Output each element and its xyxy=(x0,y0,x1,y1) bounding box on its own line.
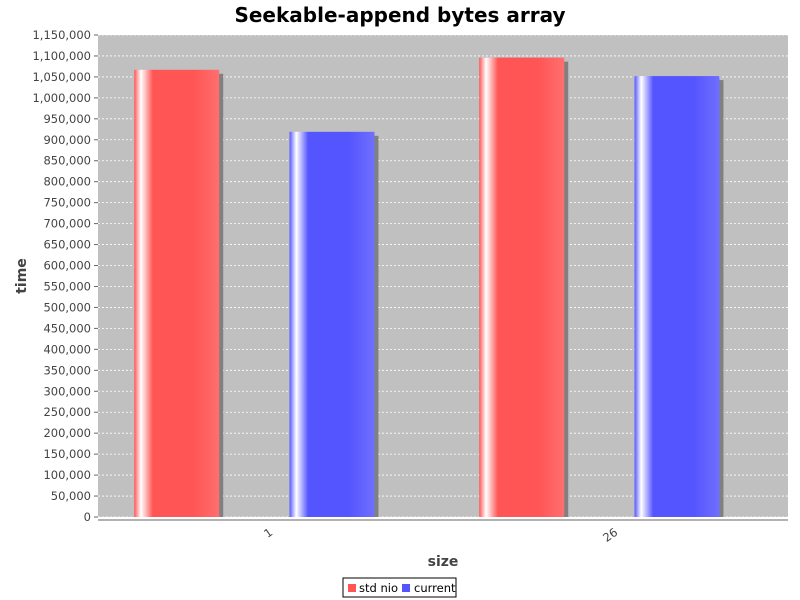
y-tick-label: 350,000 xyxy=(43,363,91,377)
bar-std-nio-1 xyxy=(134,69,220,517)
legend-label-std-nio: std nio xyxy=(359,581,398,595)
chart-title: Seekable-append bytes array xyxy=(234,3,565,27)
y-tick-label: 1,100,000 xyxy=(32,49,91,63)
y-tick-label: 1,150,000 xyxy=(32,28,91,42)
legend-box xyxy=(342,577,457,598)
y-tick-label: 400,000 xyxy=(43,342,91,356)
legend-swatch-std-nio xyxy=(348,584,356,592)
x-axis-label: size xyxy=(428,554,459,570)
y-tick-label: 200,000 xyxy=(43,426,91,440)
y-axis-ticks: 0 50,000 100,000 150,000 200,000 250,000 300,0… xyxy=(32,28,98,524)
y-tick-label: 750,000 xyxy=(43,196,91,210)
y-tick-label: 650,000 xyxy=(43,238,91,252)
y-tick-label: 800,000 xyxy=(43,175,91,189)
y-tick-label: 450,000 xyxy=(43,321,91,335)
y-tick-label: 50,000 xyxy=(51,489,91,503)
x-tick-label: 26 xyxy=(600,525,620,545)
y-tick-label: 250,000 xyxy=(43,405,91,419)
bar-current-1 xyxy=(289,131,375,517)
y-tick-label: 150,000 xyxy=(43,447,91,461)
y-tick-label: 950,000 xyxy=(43,112,91,126)
y-axis-label: time xyxy=(14,258,30,294)
y-tick-label: 1,000,000 xyxy=(32,91,91,105)
y-tick-label: 850,000 xyxy=(43,154,91,168)
y-tick-label: 1,050,000 xyxy=(32,70,91,84)
x-axis-ticks: 1 26 xyxy=(261,525,620,545)
y-tick-label: 550,000 xyxy=(43,279,91,293)
bars xyxy=(134,57,724,518)
legend: std nio current xyxy=(342,577,457,598)
bar-std-nio-26 xyxy=(479,57,565,517)
legend-label-current: current xyxy=(414,581,456,595)
y-tick-label: 700,000 xyxy=(43,217,91,231)
x-tick-label: 1 xyxy=(261,525,275,541)
y-tick-label: 600,000 xyxy=(43,259,91,273)
gridlines xyxy=(98,34,788,518)
y-tick-label: 300,000 xyxy=(43,384,91,398)
y-tick-label: 0 xyxy=(84,510,91,524)
bar-current-26 xyxy=(634,76,720,518)
y-tick-label: 500,000 xyxy=(43,300,91,314)
legend-swatch-current xyxy=(402,584,410,592)
y-tick-label: 900,000 xyxy=(43,133,91,147)
y-tick-label: 100,000 xyxy=(43,468,91,482)
